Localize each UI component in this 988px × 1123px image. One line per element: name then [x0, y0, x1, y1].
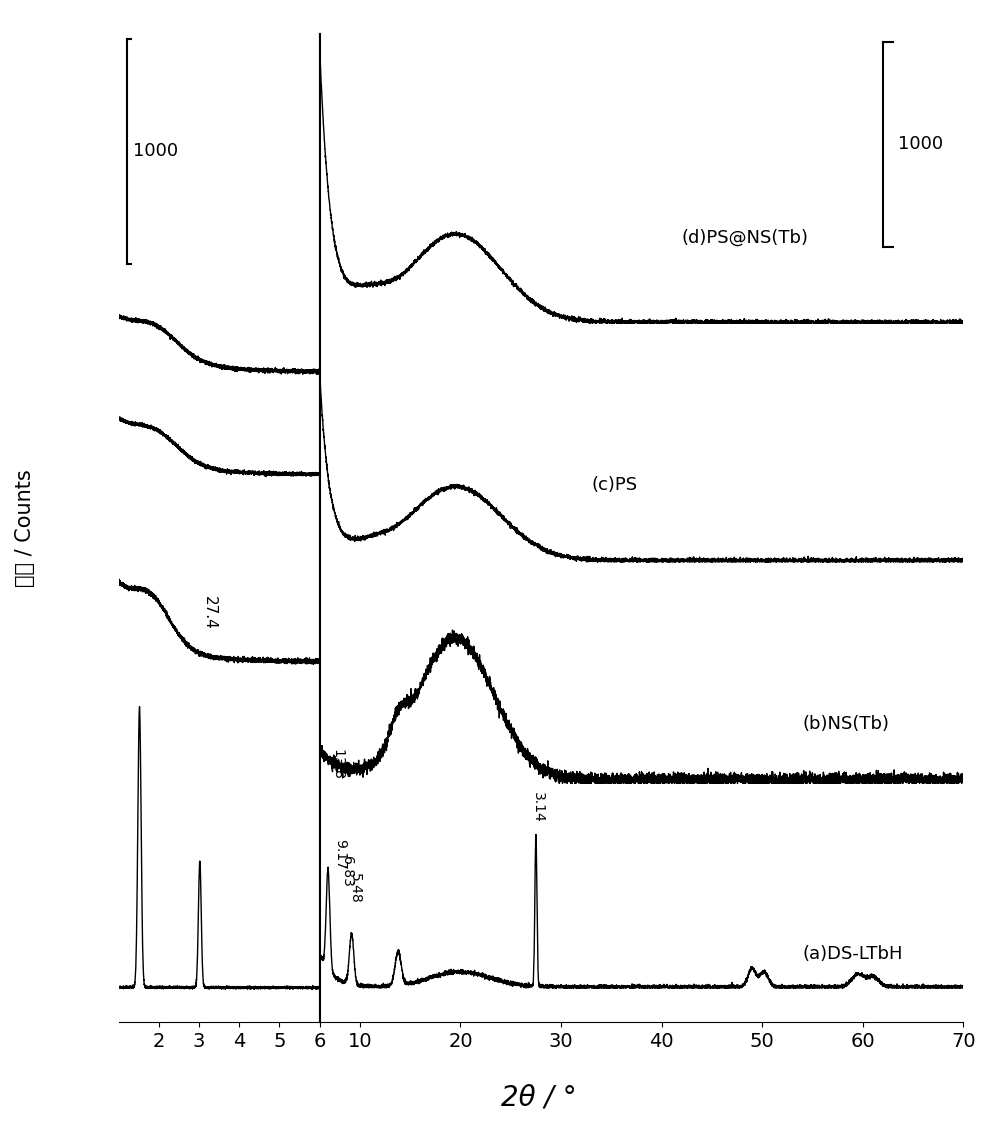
Text: 9.17: 9.17	[333, 839, 347, 869]
Text: 3.14: 3.14	[532, 792, 545, 823]
Text: 6.83: 6.83	[340, 856, 355, 887]
Text: (b)NS(Tb): (b)NS(Tb)	[802, 714, 889, 732]
Text: 13.8: 13.8	[330, 749, 344, 780]
Text: (c)PS: (c)PS	[591, 476, 637, 494]
Text: 1000: 1000	[898, 136, 944, 154]
Text: 强度 / Counts: 强度 / Counts	[15, 469, 35, 586]
Text: 2θ / °: 2θ / °	[501, 1084, 576, 1112]
Text: (a)DS-LTbH: (a)DS-LTbH	[802, 944, 903, 962]
Text: (d)PS@NS(Tb): (d)PS@NS(Tb)	[682, 229, 809, 247]
Text: 5.48: 5.48	[348, 873, 362, 904]
Text: 27.4: 27.4	[203, 596, 217, 630]
Text: 1000: 1000	[132, 143, 178, 161]
